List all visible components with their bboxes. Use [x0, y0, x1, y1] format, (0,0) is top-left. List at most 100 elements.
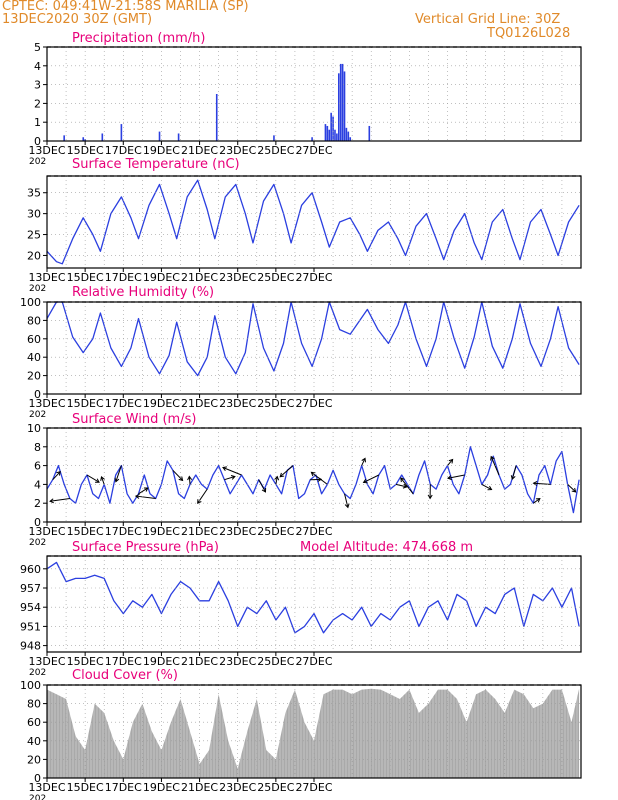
rh-xtick-label: 17DEC [105, 397, 142, 410]
pressure-xtick-label: 15DEC [67, 655, 104, 668]
precip-bar [101, 133, 104, 141]
wind-arrow-head [134, 493, 140, 499]
wind-arrow [511, 465, 517, 480]
precip-bar [347, 131, 350, 141]
temp-xtick-label: 13DEC [28, 271, 65, 284]
cloud-xtick-label: 21DEC [181, 781, 218, 794]
wind-ytick-label: 10 [27, 422, 41, 435]
temp-xtick-label: 25DEC [257, 271, 294, 284]
wind-title: Surface Wind (m/s) [72, 412, 196, 427]
cloud-area [47, 688, 580, 778]
cloud-ytick-label: 100 [20, 679, 41, 692]
temp-frame [46, 175, 582, 269]
precip-bar [120, 124, 123, 141]
precip-bar [368, 125, 371, 141]
precip-bar [334, 129, 336, 141]
cloud-ytick-label: 40 [27, 735, 41, 748]
temp-xtick-label: 17DEC [105, 271, 142, 284]
wind-arrow-head [49, 498, 54, 504]
wind-arrow-head [56, 470, 61, 476]
wind-arrow-head [362, 478, 368, 484]
pressure-xtick-label: 13DEC [28, 655, 65, 668]
wind-arrow [258, 479, 266, 493]
cloud-ytick-label: 60 [27, 716, 41, 729]
wind-xtick-label: 17DEC [105, 525, 142, 538]
wind-arrow [279, 465, 294, 478]
precip-xtick-label: 25DEC [257, 144, 294, 157]
rh-ytick-label: 0 [34, 388, 41, 401]
wind-arrow [311, 471, 328, 485]
wind-arrow [533, 498, 541, 504]
rh-title: Relative Humidity (%) [72, 285, 214, 300]
rh-xtick-label: 15DEC [67, 397, 104, 410]
precip-panel [43, 46, 582, 145]
rh-xtick-label: 21DEC [181, 397, 218, 410]
rh-xtick-label: 19DEC [143, 397, 180, 410]
wind-arrow [197, 488, 208, 504]
wind-arrow-head [402, 483, 408, 489]
rh-ytick-label: 80 [27, 314, 41, 327]
rh-xclip-label: 202 [29, 410, 46, 420]
rh-ytick-label: 20 [27, 370, 41, 383]
wind-arrow [50, 498, 70, 502]
precip-frame [46, 46, 582, 142]
pressure-ytick-label: 960 [20, 563, 41, 576]
wind-arrow-head [532, 480, 538, 486]
wind-arrow [115, 465, 122, 482]
pressure-ytick-label: 948 [20, 640, 41, 653]
precip-ytick-label: 5 [34, 41, 41, 54]
precip-xtick-label: 27DEC [295, 144, 332, 157]
pressure-title: Surface Pressure (hPa) [72, 540, 219, 555]
temp-xtick-label: 19DEC [143, 271, 180, 284]
precip-bar [84, 139, 86, 141]
wind-arrow [275, 476, 278, 485]
precip-bar [158, 131, 161, 141]
precip-bar [349, 137, 352, 141]
cloud-ytick-label: 0 [34, 772, 41, 785]
wind-arrow-head [230, 475, 236, 480]
precip-ytick-label: 3 [34, 79, 41, 92]
rh-ytick-label: 60 [27, 333, 41, 346]
precip-ytick-label: 1 [34, 116, 41, 129]
precip-bar [339, 63, 342, 141]
wind-xtick-label: 13DEC [28, 525, 65, 538]
wind-arrow-head [143, 487, 149, 492]
wind-arrow [361, 458, 366, 466]
rh-xtick-label: 13DEC [28, 397, 65, 410]
precip-xtick-label: 13DEC [28, 144, 65, 157]
header-model-code: TQ0126L028 [487, 26, 571, 41]
cloud-ytick-label: 80 [27, 698, 41, 711]
wind-panel [43, 427, 582, 526]
pressure-xclip-label: 202 [29, 668, 46, 678]
wind-arrow [101, 476, 105, 485]
model-altitude-label: Model Altitude: 474.668 m [300, 540, 473, 555]
wind-arrow [447, 459, 454, 466]
wind-xtick-label: 27DEC [295, 525, 332, 538]
rh-xtick-label: 25DEC [257, 397, 294, 410]
header-datetime: 13DEC2020 30Z (GMT) [2, 12, 153, 27]
wind-arrow-head [510, 475, 516, 480]
pressure-xtick-label: 23DEC [219, 655, 256, 668]
precip-xtick-label: 19DEC [143, 144, 180, 157]
cloud-panel [43, 684, 582, 782]
wind-arrow [395, 483, 407, 488]
header-station: CPTEC: 049:41W-21:58S MARILIA (SP) [2, 0, 249, 14]
precip-title: Precipitation (mm/h) [72, 31, 205, 46]
wind-series-line [46, 446, 580, 514]
wind-arrow [86, 474, 100, 483]
wind-arrow [222, 467, 242, 476]
wind-arrow-head [490, 455, 495, 461]
cloud-xtick-label: 23DEC [219, 781, 256, 794]
rh-frame [46, 301, 582, 395]
wind-arrow-head [279, 472, 285, 478]
rh-xtick-label: 23DEC [219, 397, 256, 410]
precip-bar [336, 133, 338, 141]
wind-arrow [400, 477, 414, 495]
wind-arrow [344, 493, 349, 508]
wind-arrow-head [222, 466, 228, 472]
wind-xtick-label: 15DEC [67, 525, 104, 538]
precip-bar [177, 133, 180, 141]
wind-ytick-label: 4 [34, 478, 41, 491]
wind-arrow [567, 484, 577, 493]
wind-arrow [363, 474, 380, 483]
